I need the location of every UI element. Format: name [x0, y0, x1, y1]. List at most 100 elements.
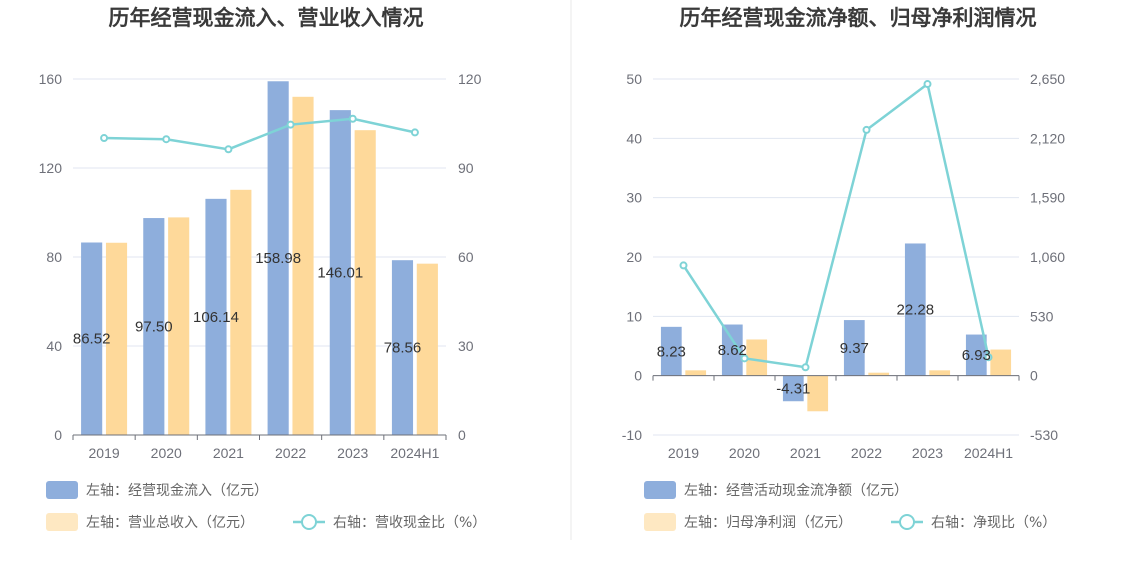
bar-revenue-2021	[230, 189, 252, 435]
left-axis-tick: 40	[626, 130, 642, 146]
data-label: 6.93	[962, 347, 991, 364]
bar-net-cashflow-2020	[721, 324, 743, 376]
data-label: 97.50	[135, 319, 173, 336]
right-axis-tick: -530	[1030, 427, 1058, 443]
x-axis-label: 2024H1	[390, 445, 439, 461]
data-label: 8.62	[718, 342, 747, 359]
legend-label: 右轴：净现比（%）	[931, 515, 1056, 531]
x-axis-label: 2019	[668, 445, 699, 461]
bar-cash-inflow-2019	[81, 242, 103, 435]
data-label: 106.14	[193, 309, 239, 326]
chart-title: 历年经营现金流入、营业收入情况	[109, 6, 424, 30]
bar-net-profit-2020	[746, 339, 768, 376]
legend-label: 右轴：营收现金比（%）	[333, 515, 486, 531]
bar-net-cashflow-2021	[782, 375, 804, 402]
data-label: -4.31	[776, 380, 810, 397]
data-label: 78.56	[384, 340, 422, 357]
legend-label: 左轴：营业总收入（亿元）	[86, 515, 254, 531]
bar-cash-inflow-2020	[143, 218, 165, 435]
bar-net-profit-2024H1	[990, 349, 1012, 376]
line-point-2021	[801, 363, 810, 372]
right-axis-tick: 120	[458, 71, 482, 87]
bar-net-cashflow-2019	[660, 326, 682, 376]
legend-label: 左轴：经营现金流入（亿元）	[86, 483, 268, 499]
bar-net-cashflow-2024H1	[965, 334, 987, 376]
data-label: 86.52	[73, 331, 111, 348]
line-point-2022	[286, 120, 295, 129]
left-axis-tick: 50	[626, 71, 642, 87]
line-point-2021	[224, 145, 233, 154]
left-axis-tick: 20	[626, 249, 642, 265]
data-label: 158.98	[255, 250, 301, 267]
right-axis-tick: 60	[458, 249, 474, 265]
left-axis-tick: 0	[634, 368, 642, 384]
legend-swatch-bar-secondary	[644, 513, 676, 531]
line-point-2020	[740, 354, 749, 363]
line-point-2024H1	[410, 128, 419, 137]
chart-net-cashflow-net-profit: 历年经营现金流净额、归母净利润情况 -10 0 10 20 30 40 50 -530 0 530 1…	[622, 6, 1065, 531]
x-axis-label: 2022	[275, 445, 306, 461]
left-axis-tick: 120	[39, 160, 63, 176]
left-axis-tick: 10	[626, 308, 642, 324]
right-axis-tick: 0	[458, 427, 466, 443]
bar-net-profit-2022	[868, 372, 890, 376]
legend-swatch-line-marker	[899, 514, 915, 530]
x-axis-label: 2021	[213, 445, 244, 461]
line-point-2020	[162, 135, 171, 144]
x-axis-label: 2024H1	[964, 445, 1013, 461]
line-series-revenue-cash-ratio	[104, 117, 416, 151]
x-axis-label: 2020	[151, 445, 182, 461]
right-axis-tick: 0	[1030, 368, 1038, 384]
bar-cash-inflow-2022	[267, 81, 289, 435]
x-axis-label: 2021	[790, 445, 821, 461]
data-label: 146.01	[317, 265, 363, 282]
bar-revenue-2023	[354, 130, 376, 436]
chart-title: 历年经营现金流净额、归母净利润情况	[680, 6, 1037, 30]
bar-net-cashflow-2023	[904, 243, 926, 376]
line-point-2019	[100, 134, 109, 143]
right-axis-tick: 1,590	[1030, 190, 1065, 206]
right-axis-tick: 530	[1030, 308, 1054, 324]
right-axis-tick: 90	[458, 160, 474, 176]
legend-label: 左轴：归母净利润（亿元）	[684, 514, 852, 531]
left-axis-tick: 40	[46, 338, 62, 354]
bar-revenue-2024H1	[416, 263, 438, 435]
data-label: 9.37	[840, 340, 869, 357]
bar-revenue-2020	[168, 217, 190, 435]
left-axis-tick: 0	[54, 427, 62, 443]
line-point-2024H1	[984, 353, 993, 362]
right-axis-tick: 2,650	[1030, 71, 1065, 87]
data-label: 8.23	[657, 343, 686, 360]
x-axis-label: 2023	[912, 445, 943, 461]
left-axis-tick: 80	[46, 249, 62, 265]
line-point-2019	[679, 261, 688, 270]
legend-swatch-bar-primary	[644, 481, 676, 499]
bar-revenue-2019	[105, 242, 128, 435]
bar-net-cashflow-2022	[843, 320, 865, 376]
right-axis-tick: 1,060	[1030, 249, 1065, 265]
line-point-2023	[348, 114, 357, 123]
bar-cash-inflow-2024H1	[391, 260, 414, 435]
right-axis-tick: 30	[458, 338, 474, 354]
bar-cash-inflow-2021	[205, 198, 227, 435]
left-axis-tick: 160	[39, 71, 63, 87]
bar-revenue-2022	[292, 96, 314, 436]
left-axis-tick: -10	[622, 427, 642, 443]
x-axis-label: 2019	[89, 445, 120, 461]
data-label: 22.28	[897, 302, 935, 319]
bar-cash-inflow-2023	[329, 110, 351, 435]
legend-swatch-bar-primary	[46, 481, 78, 499]
right-axis-tick: 2,120	[1030, 130, 1065, 146]
bar-net-profit-2021	[807, 375, 829, 412]
x-axis-label: 2023	[337, 445, 368, 461]
x-axis-label: 2022	[851, 445, 882, 461]
bar-net-profit-2023	[929, 370, 951, 376]
left-axis-tick: 30	[626, 190, 642, 206]
legend-swatch-line-marker	[301, 514, 317, 530]
line-series-net-cash-ratio	[682, 81, 990, 369]
legend-swatch-bar-secondary	[46, 513, 78, 531]
chart-cash-inflow-revenue: 历年经营现金流入、营业收入情况 0 40 80 120 160 0 30 60 90 120 2019…	[39, 6, 486, 531]
bar-net-profit-2019	[685, 370, 707, 376]
line-point-2022	[862, 125, 871, 134]
